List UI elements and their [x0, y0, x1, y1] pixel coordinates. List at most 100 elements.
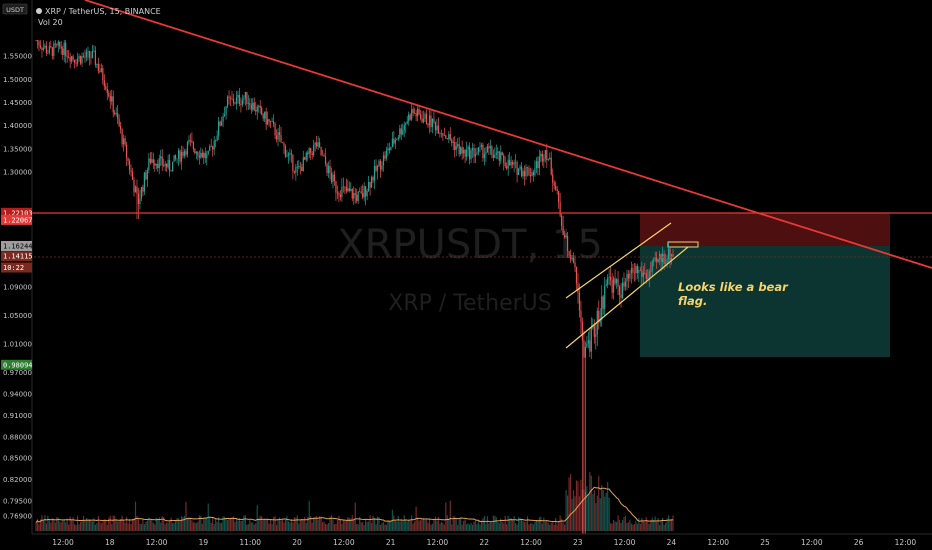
candle-body	[79, 56, 82, 64]
candle-body	[421, 118, 423, 123]
candle-body	[369, 182, 371, 188]
candle-body	[268, 119, 270, 122]
candle-body	[228, 96, 230, 98]
price-tick-label: 0.91000	[3, 412, 32, 420]
candle-body	[584, 346, 586, 358]
volume-bar	[596, 495, 598, 531]
volume-bar	[635, 520, 637, 531]
candle-body	[316, 142, 318, 147]
volume-bar	[307, 516, 309, 531]
candle-body	[376, 165, 379, 171]
candle-body	[207, 150, 209, 155]
volume-bar	[246, 524, 248, 531]
entry-box[interactable]	[667, 241, 699, 248]
volume-bar	[216, 521, 218, 531]
volume-bar	[179, 519, 181, 531]
candle-body	[641, 270, 643, 277]
candle-body	[387, 148, 389, 151]
candle-body	[298, 166, 300, 168]
volume-bar	[81, 519, 83, 531]
candle-body	[394, 139, 396, 144]
candle-body	[417, 108, 419, 117]
candle-body	[615, 279, 618, 284]
candle-body	[281, 142, 284, 144]
volume-bar	[182, 517, 184, 531]
volume-bar	[460, 517, 462, 531]
volume-bar	[316, 515, 318, 531]
time-tick-label: 12:00	[52, 538, 74, 547]
candle-body	[468, 146, 471, 160]
volume-bar	[376, 516, 379, 531]
volume-bar	[394, 519, 396, 531]
volume-bar	[335, 523, 337, 531]
volume-bar	[133, 518, 135, 531]
candle-body	[647, 278, 649, 279]
volume-bar	[503, 523, 505, 531]
take-profit-zone[interactable]	[640, 246, 890, 357]
candle-body	[216, 135, 218, 141]
volume-bar	[629, 519, 631, 531]
volume-bar	[347, 516, 349, 531]
candle-body	[54, 43, 56, 45]
volume-bar	[320, 516, 322, 531]
volume-bar	[466, 524, 468, 531]
volume-bar	[427, 522, 429, 531]
volume-bar	[149, 518, 151, 531]
candle-body	[204, 152, 206, 159]
volume-bar	[36, 519, 39, 531]
candle-body	[627, 273, 630, 279]
candle-body	[602, 296, 604, 309]
time-tick-label: 19	[199, 538, 209, 547]
volume-bar	[666, 518, 668, 531]
candle-body	[448, 134, 450, 139]
volume-bar	[47, 515, 49, 531]
candle-body	[111, 96, 113, 102]
candle-body	[495, 152, 497, 155]
channel-upper-line[interactable]	[565, 222, 672, 299]
time-axis[interactable]	[0, 534, 932, 550]
watermark-symbol: XRPUSDT, 15	[337, 222, 603, 268]
currency-badge[interactable]	[2, 3, 28, 15]
candle-body	[479, 146, 481, 148]
volume-bar	[127, 523, 129, 531]
volume-bar	[421, 519, 423, 531]
volume-bar	[302, 520, 304, 531]
stop-loss-zone[interactable]	[640, 213, 890, 246]
symbol-header[interactable]: XRP / TetherUS, 15, BINANCE Vol 20	[36, 7, 161, 27]
candle-body	[287, 153, 290, 156]
candle-body	[621, 282, 624, 299]
candle-body	[512, 162, 514, 165]
candle-body	[173, 155, 175, 162]
candle-body	[555, 185, 557, 190]
candle-body	[541, 153, 543, 162]
volume-bar	[437, 516, 439, 531]
candle-body	[365, 186, 367, 197]
volume-bar	[286, 516, 288, 531]
volume-bar	[111, 524, 113, 531]
volume-bar	[507, 515, 509, 531]
candle-body	[528, 167, 530, 176]
volume-bar	[103, 519, 105, 531]
volume-bar	[624, 515, 627, 531]
volume-bar	[474, 520, 477, 531]
candle-body	[109, 95, 111, 102]
candle-body	[253, 102, 255, 111]
channel-lower-line[interactable]	[565, 246, 689, 349]
candle-body	[246, 92, 248, 104]
short-position-tool[interactable]	[640, 213, 890, 357]
candle-body	[241, 99, 243, 105]
candle-body	[632, 268, 634, 273]
candle-body	[519, 166, 521, 169]
candle-body	[50, 46, 52, 48]
price-tick-label: 1.40000	[3, 122, 32, 130]
descending-trendline[interactable]	[84, 0, 932, 269]
time-tick-label: 12:00	[146, 538, 168, 547]
candle-body	[59, 41, 61, 47]
volume-bar	[471, 524, 474, 531]
candle-body	[644, 272, 646, 274]
candle-body	[137, 193, 140, 205]
volume-bar	[226, 519, 229, 531]
candle-body	[320, 146, 322, 155]
candle-body	[434, 122, 437, 131]
